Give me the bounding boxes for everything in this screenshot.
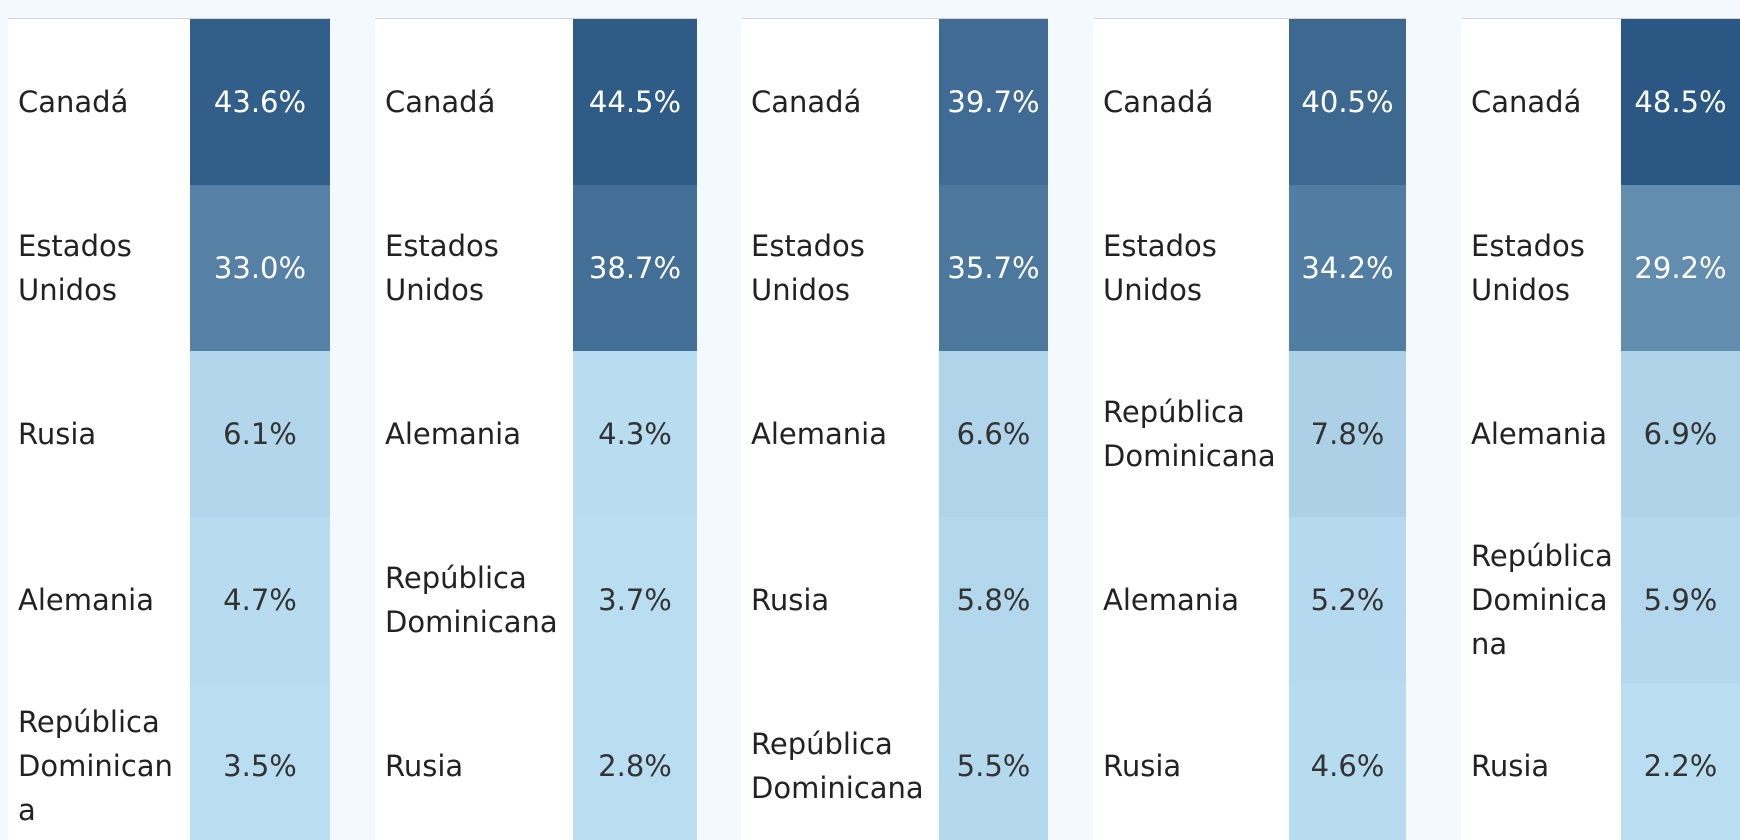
- row-label: Rusia: [1471, 749, 1550, 783]
- row-label: Alemania: [1471, 417, 1607, 451]
- row-label: Rusia: [1103, 749, 1182, 783]
- row-label: Alemania: [1103, 583, 1239, 617]
- row-label: República Dominicana: [18, 705, 173, 827]
- row-label: Estados Unidos: [1471, 229, 1585, 307]
- row-label: Estados Unidos: [751, 229, 865, 307]
- value-cell: 5.9%: [1621, 517, 1740, 683]
- row-label: Estados Unidos: [1103, 229, 1217, 307]
- row-label: Estados Unidos: [385, 229, 499, 307]
- table-panel: Canadá 44.5% Estados Unidos 38.7% Alemania 4.…: [375, 18, 697, 840]
- value-cell: 38.7%: [573, 185, 697, 351]
- table-panel: Canadá 43.6% Estados Unidos 33.0% Rusia 6.1% A…: [8, 18, 330, 840]
- value-cell: 29.2%: [1621, 185, 1740, 351]
- value-cell: 7.8%: [1289, 351, 1406, 517]
- row-label: Rusia: [18, 417, 97, 451]
- value-cell: 2.2%: [1621, 683, 1740, 840]
- value-cell: 44.5%: [573, 19, 697, 185]
- row-label: Rusia: [385, 749, 464, 783]
- table-panel: Canadá 48.5% Estados Unidos 29.2% Alemania 6.…: [1461, 18, 1740, 840]
- row-label: Alemania: [385, 417, 521, 451]
- row-label: Canadá: [385, 85, 496, 119]
- row-label: Alemania: [18, 583, 154, 617]
- value-cell: 6.1%: [190, 351, 330, 517]
- value-cell: 4.7%: [190, 517, 330, 683]
- value-cell: 40.5%: [1289, 19, 1406, 185]
- value-cell: 6.6%: [939, 351, 1048, 517]
- table-panel: Canadá 40.5% Estados Unidos 34.2% República …: [1093, 18, 1406, 840]
- value-cell: 2.8%: [573, 683, 697, 840]
- value-cell: 34.2%: [1289, 185, 1406, 351]
- value-cell: 39.7%: [939, 19, 1048, 185]
- row-label: República Dominicana: [1471, 539, 1613, 661]
- row-label: Alemania: [751, 417, 887, 451]
- value-cell: 5.8%: [939, 517, 1048, 683]
- row-label: Canadá: [1471, 85, 1582, 119]
- row-label: República Dominicana: [385, 561, 558, 639]
- value-cell: 5.2%: [1289, 517, 1406, 683]
- value-cell: 35.7%: [939, 185, 1048, 351]
- value-cell: 3.5%: [190, 683, 330, 840]
- value-cell: 43.6%: [190, 19, 330, 185]
- row-label: República Dominicana: [751, 727, 924, 805]
- value-cell: 5.5%: [939, 683, 1048, 840]
- row-label: Canadá: [1103, 85, 1214, 119]
- value-cell: 4.3%: [573, 351, 697, 517]
- row-label: República Dominicana: [1103, 395, 1276, 473]
- row-label: Canadá: [18, 85, 129, 119]
- row-label: Rusia: [751, 583, 830, 617]
- table-panel: Canadá 39.7% Estados Unidos 35.7% Alemania 6.…: [741, 18, 1048, 840]
- value-cell: 33.0%: [190, 185, 330, 351]
- row-label: Estados Unidos: [18, 229, 132, 307]
- value-cell: 6.9%: [1621, 351, 1740, 517]
- value-cell: 4.6%: [1289, 683, 1406, 840]
- value-cell: 3.7%: [573, 517, 697, 683]
- row-label: Canadá: [751, 85, 862, 119]
- value-cell: 48.5%: [1621, 19, 1740, 185]
